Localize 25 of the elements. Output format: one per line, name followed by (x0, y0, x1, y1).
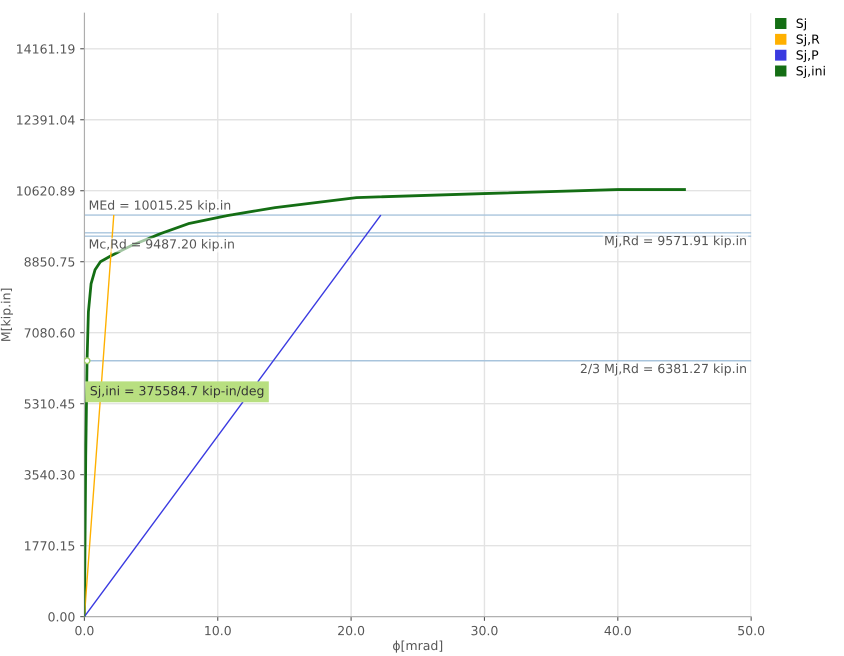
x-tick-label: 20.0 (338, 626, 364, 636)
x-axis-title: ϕ[mrad] (393, 640, 442, 653)
y-tick-label: 0.00 (48, 612, 75, 622)
annotation: Sj,ini = 375584.7 kip-in/deg (90, 386, 264, 398)
x-tick-label: 10.0 (205, 626, 231, 636)
legend-label: Sj,ini (796, 66, 825, 78)
ref-line-label: MEd = 10015.25 kip.in (90, 200, 230, 212)
y-tick-label: 10620.89 (17, 186, 74, 196)
ref-line-label: Mj,Rd = 9571.91 kip.in (605, 236, 746, 248)
y-tick-label: 14161.19 (17, 44, 74, 54)
legend-label: Sj (796, 18, 806, 30)
y-tick-label: 3540.30 (24, 470, 75, 480)
x-tick-label: 50.0 (738, 626, 764, 636)
x-tick-label: 40.0 (604, 626, 631, 636)
y-tick-label: 5310.45 (24, 399, 74, 409)
y-tick-label: 1770.15 (25, 541, 74, 551)
y-tick-label: 8850.75 (24, 257, 74, 267)
legend-label: Sj,R (796, 34, 820, 46)
x-tick-label: 0.0 (75, 626, 94, 636)
x-tick-label: 30.0 (471, 626, 498, 636)
ref-line-label: 2/3 Mj,Rd = 6381.27 kip.in (580, 364, 746, 376)
y-tick-label: 7080.60 (24, 328, 75, 338)
y-axis-title: M[kip.in] (0, 288, 13, 341)
y-tick-label: 12391.04 (17, 115, 75, 125)
legend-label: Sj,P (796, 50, 818, 62)
